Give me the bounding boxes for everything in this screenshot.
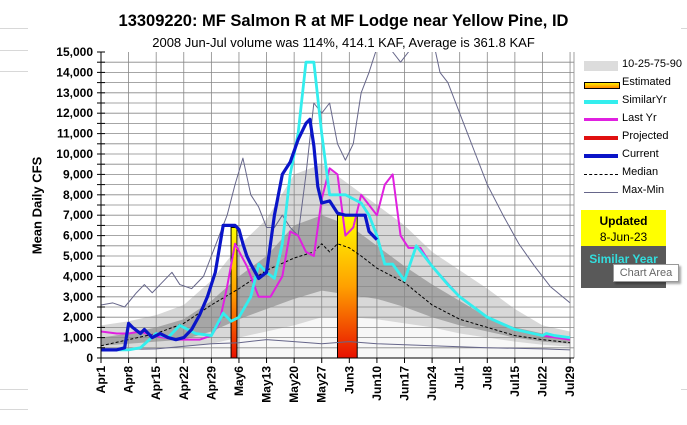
legend-swatch <box>584 100 618 104</box>
legend-item-max-min: Max-Min <box>580 184 687 200</box>
legend-swatch <box>584 61 618 71</box>
chart-subtitle: 2008 Jun-Jul volume was 114%, 414.1 KAF,… <box>0 35 687 50</box>
legend-swatch <box>584 154 618 158</box>
updated-date: 8-Jun-23 <box>581 230 666 244</box>
y-tick-label: 12,000 <box>56 106 93 120</box>
legend-item-similaryr: SimilarYr <box>580 94 687 110</box>
x-tick-label: Jun17 <box>398 366 412 401</box>
y-tick-label: 9,000 <box>63 167 93 181</box>
y-tick-label: 6,000 <box>63 229 93 243</box>
y-tick-label: 2,000 <box>63 310 93 324</box>
x-tick-label: Jun10 <box>370 366 384 401</box>
legend-item-estimated: Estimated <box>580 76 687 92</box>
legend-label: Last Yr <box>622 112 657 124</box>
x-tick-label: May27 <box>315 366 329 403</box>
legend-label: SimilarYr <box>622 94 667 106</box>
x-tick-label: Jul15 <box>508 366 522 397</box>
legend-label: Current <box>622 148 659 160</box>
legend-item-current: Current <box>580 148 687 164</box>
chart-title: 13309220: MF Salmon R at MF Lodge near Y… <box>0 12 687 31</box>
y-tick-label: 8,000 <box>63 188 93 202</box>
x-tick-label: Apr8 <box>122 366 136 394</box>
legend-label: 10-25-75-90 <box>622 58 682 70</box>
y-tick-label: 11,000 <box>57 127 93 141</box>
x-tick-label: May20 <box>287 366 301 403</box>
y-tick-label: 0 <box>86 351 93 365</box>
y-tick-label: 4,000 <box>63 269 93 283</box>
updated-label: Updated <box>581 214 666 228</box>
legend-item-last-yr: Last Yr <box>580 112 687 128</box>
legend-label: Max-Min <box>622 184 664 196</box>
x-tick-label: Jul29 <box>563 366 577 397</box>
y-tick-label: 10,000 <box>56 147 93 161</box>
legend-swatch <box>584 192 618 193</box>
y-axis-label: Mean Daily CFS <box>30 141 45 271</box>
legend-swatch <box>584 118 618 121</box>
y-tick-label: 7,000 <box>63 208 93 222</box>
y-tick-label: 5,000 <box>63 249 93 263</box>
x-tick-label: Apr22 <box>177 366 191 400</box>
legend-label: Median <box>622 166 658 178</box>
legend-item-median: Median <box>580 166 687 182</box>
x-tick-label: May13 <box>260 366 274 403</box>
updated-box: Updated 8-Jun-23 <box>581 210 666 246</box>
x-tick-label: Apr1 <box>94 366 108 394</box>
legend-swatch <box>584 136 618 140</box>
chart-area-tooltip: Chart Area <box>613 264 679 282</box>
x-tick-label: Jun3 <box>342 366 356 394</box>
x-tick-label: Jul1 <box>453 366 467 390</box>
y-tick-labels: 0 1,000 2,000 3,000 4,000 5,000 6,000 7,000 8,00… <box>56 45 93 365</box>
legend-item-percentiles: 10-25-75-90 <box>580 58 687 74</box>
estimated-bar <box>338 215 358 358</box>
legend-label: Estimated <box>622 76 671 88</box>
x-tick-label: Jul22 <box>535 366 549 397</box>
x-tick-label: Apr29 <box>204 366 218 400</box>
y-tick-label: 3,000 <box>63 290 93 304</box>
x-tick-label: Apr15 <box>149 366 163 400</box>
legend-item-projected: Projected <box>580 130 687 146</box>
y-tick-label: 1,000 <box>63 331 93 345</box>
y-tick-label: 14,000 <box>56 65 93 79</box>
legend-label: Projected <box>622 130 668 142</box>
legend-swatch <box>584 82 620 89</box>
x-tick-label: Jun24 <box>425 366 439 401</box>
x-tick-label: Jul8 <box>480 366 494 390</box>
x-tick-labels: Apr1 Apr8 Apr15 Apr22 Apr29 May6 May13 May20 May… <box>94 366 577 403</box>
legend-swatch <box>584 174 618 175</box>
y-tick-label: 13,000 <box>56 86 93 100</box>
x-tick-label: May6 <box>232 366 246 396</box>
